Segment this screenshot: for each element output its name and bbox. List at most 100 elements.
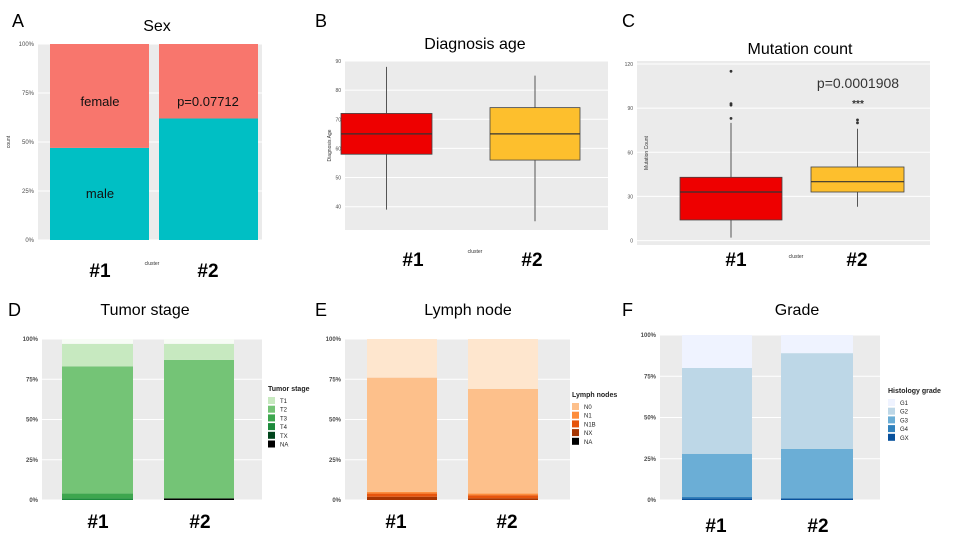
y-tick-label: 120 (625, 62, 634, 68)
category-label: #2 (189, 512, 210, 533)
bar-segment (682, 498, 752, 500)
bar-segment (781, 448, 853, 499)
legend-swatch (572, 437, 579, 445)
y-axis-label: Diagnosis Age (327, 129, 333, 161)
bar-segment (367, 496, 437, 500)
bar-segment (682, 453, 752, 497)
legend-swatch (888, 433, 895, 441)
chart-title: Grade (775, 302, 820, 319)
chart-title: Tumor stage (100, 302, 189, 319)
bar-segment (62, 493, 133, 499)
y-tick-label: 100% (23, 337, 39, 343)
legend-label: T2 (280, 408, 288, 414)
legend-label: T3 (280, 416, 288, 422)
legend-swatch (268, 440, 275, 448)
y-tick-label: 70 (335, 117, 341, 123)
legend-label: T1 (280, 399, 288, 405)
legend-swatch (268, 414, 275, 422)
panel-label: A (12, 11, 24, 31)
outlier-point (729, 102, 733, 106)
y-tick-label: 25% (22, 189, 35, 195)
legend-swatch (572, 411, 579, 419)
bar-segment (159, 44, 258, 119)
bar-segment (164, 343, 234, 360)
legend-label: G1 (900, 401, 909, 407)
y-tick-label: 50% (22, 140, 35, 146)
legend-swatch (268, 397, 275, 404)
annotation-significance: *** (852, 99, 864, 110)
bar-segment (164, 339, 234, 344)
category-label: #2 (197, 261, 218, 282)
y-tick-label: 25% (26, 458, 39, 464)
y-tick-label: 100% (19, 42, 35, 48)
y-axis-label: Mutation Count (644, 135, 650, 170)
bar-segment (468, 493, 538, 496)
box (679, 176, 783, 221)
legend-label: GX (900, 436, 909, 442)
y-axis-label: count (6, 135, 12, 148)
x-axis-label: cluster (789, 254, 804, 260)
bar-segment (50, 147, 149, 240)
bar-segment (781, 335, 853, 354)
bar-segment (164, 359, 234, 499)
category-label: #1 (725, 250, 747, 271)
y-tick-label: 40 (335, 205, 341, 211)
legend-label: NA (280, 443, 288, 449)
legend-label: T4 (280, 425, 288, 431)
annotation-p-value: p=0.0001908 (817, 75, 899, 91)
category-label: #1 (89, 261, 111, 282)
legend-swatch (268, 431, 275, 439)
y-tick-label: 30 (627, 194, 633, 200)
legend-title: Histology grade (888, 388, 941, 395)
bar-segment (781, 498, 853, 500)
y-tick-label: 50% (26, 418, 39, 424)
legend-swatch (572, 403, 579, 410)
outlier-point (856, 121, 859, 125)
legend-title: Lymph nodes (572, 392, 617, 399)
y-tick-label: 75% (26, 377, 39, 383)
legend-swatch (888, 416, 895, 424)
category-label: #2 (846, 250, 867, 271)
bar-segment (468, 339, 538, 389)
bar-segment (468, 495, 538, 499)
y-tick-label: 50% (329, 418, 342, 424)
category-label: #2 (496, 512, 517, 533)
legend-label: G2 (900, 410, 909, 416)
box (810, 166, 905, 193)
y-tick-label: 75% (22, 91, 35, 97)
y-tick-label: 90 (335, 59, 341, 65)
bar-segment (62, 343, 133, 367)
legend-title: Tumor stage (268, 386, 310, 393)
panel-label: F (622, 300, 633, 320)
panel-label: E (315, 300, 327, 320)
annotation-p-value: p=0.07712 (177, 94, 239, 109)
y-tick-label: 75% (329, 377, 342, 383)
y-tick-label: 50 (335, 176, 341, 182)
panel-label: C (622, 11, 635, 31)
bar-segment (468, 498, 538, 500)
legend-swatch (268, 423, 275, 431)
y-tick-label: 50% (644, 416, 657, 422)
y-tick-label: 0% (25, 238, 34, 244)
bar-segment (468, 388, 538, 494)
bar-segment (62, 498, 133, 500)
legend-swatch (888, 399, 895, 406)
chart-title: Sex (143, 18, 171, 35)
legend-label: NA (584, 440, 592, 446)
y-tick-label: 60 (335, 146, 341, 152)
legend-label: G4 (900, 427, 909, 433)
x-axis-label: cluster (468, 249, 483, 255)
bar-segment (682, 335, 752, 368)
y-tick-label: 90 (627, 106, 633, 112)
outlier-point (729, 117, 733, 120)
bar-segment (367, 491, 437, 494)
legend-label: NX (584, 431, 592, 437)
outlier-point (856, 118, 859, 122)
chart-title: Mutation count (748, 41, 854, 58)
bar-segment (62, 339, 133, 344)
bar-segment (367, 377, 437, 492)
panel-label: B (315, 11, 327, 31)
y-tick-label: 100% (641, 333, 657, 339)
legend-swatch (572, 429, 579, 437)
panel-label: D (8, 300, 21, 320)
